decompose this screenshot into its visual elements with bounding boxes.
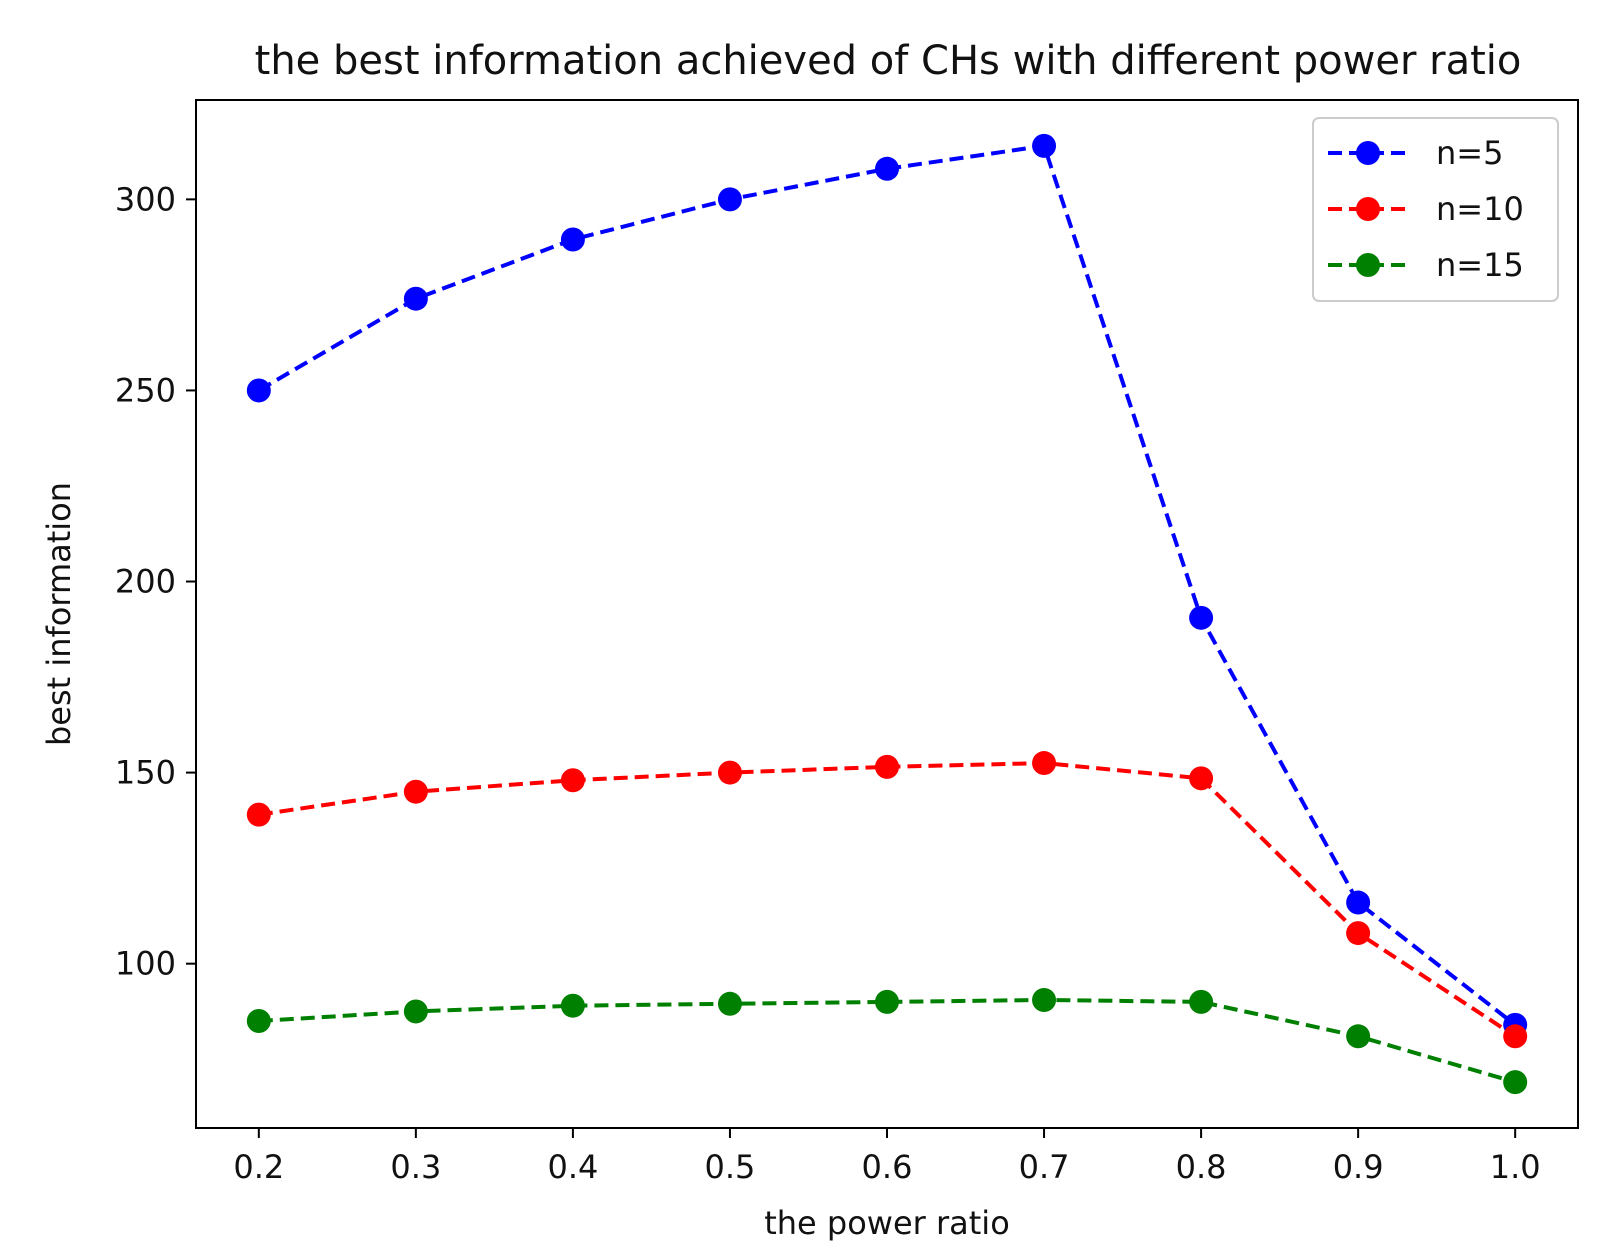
- data-point-n=10: [875, 754, 899, 779]
- legend-label: n=10: [1436, 190, 1524, 228]
- legend-label: n=15: [1436, 246, 1524, 284]
- data-point-n=5: [875, 156, 899, 181]
- data-point-n=5: [1032, 133, 1057, 158]
- data-point-n=10: [1503, 1024, 1528, 1049]
- data-point-n=10: [560, 768, 585, 793]
- x-tick-label: 1.0: [1490, 1148, 1541, 1186]
- data-point-n=10: [717, 760, 742, 785]
- series-line-n=5: [257, 143, 1517, 1027]
- data-point-n=15: [403, 999, 428, 1024]
- data-point-n=15: [1503, 1070, 1528, 1095]
- data-point-n=5: [717, 187, 742, 212]
- x-tick-label: 0.9: [1333, 1148, 1384, 1186]
- y-axis: 100 150 200 250 300: [115, 180, 196, 983]
- x-axis: 0.2 0.3 0.4 0.5 0.6 0.7 0.8 0.9 1.0: [233, 1128, 1541, 1186]
- y-axis-label: best information: [40, 482, 78, 746]
- data-point-n=15: [1032, 987, 1057, 1012]
- data-point-n=15: [1189, 989, 1214, 1014]
- x-tick-label: 0.6: [862, 1148, 913, 1186]
- legend: n=5 n=10 n=15: [1312, 117, 1559, 302]
- series-layer: [246, 133, 1528, 1095]
- y-tick-label: 300: [115, 180, 176, 218]
- x-tick-label: 0.8: [1176, 1148, 1227, 1186]
- data-point-n=15: [560, 993, 585, 1018]
- y-tick-label: 100: [115, 945, 176, 983]
- x-tick-label: 0.2: [233, 1148, 284, 1186]
- data-point-n=5: [560, 227, 585, 252]
- x-axis-label: the power ratio: [764, 1204, 1010, 1242]
- legend-marker-n=15: [1356, 253, 1380, 277]
- data-point-n=5: [1189, 605, 1214, 630]
- legend-marker-n=5: [1356, 141, 1380, 165]
- x-tick-label: 0.3: [390, 1148, 441, 1186]
- data-point-n=5: [1346, 890, 1371, 915]
- data-point-n=10: [1032, 751, 1057, 776]
- y-tick-label: 150: [115, 754, 176, 792]
- x-tick-label: 0.5: [705, 1148, 756, 1186]
- data-point-n=10: [246, 802, 271, 827]
- chart-title: the best information achieved of CHs wit…: [255, 38, 1522, 84]
- data-point-n=15: [1346, 1024, 1371, 1049]
- x-tick-label: 0.7: [1019, 1148, 1070, 1186]
- data-point-n=10: [403, 779, 428, 804]
- data-point-n=5: [403, 286, 428, 311]
- data-point-n=15: [717, 991, 742, 1016]
- data-point-n=15: [875, 989, 899, 1014]
- x-tick-label: 0.4: [547, 1148, 598, 1186]
- legend-marker-n=10: [1356, 197, 1380, 221]
- data-point-n=10: [1189, 766, 1214, 791]
- data-point-n=15: [246, 1008, 271, 1033]
- data-point-n=10: [1346, 921, 1371, 946]
- data-point-n=5: [246, 378, 271, 403]
- y-tick-label: 250: [115, 371, 176, 409]
- legend-label: n=5: [1436, 134, 1503, 172]
- y-tick-label: 200: [115, 563, 176, 601]
